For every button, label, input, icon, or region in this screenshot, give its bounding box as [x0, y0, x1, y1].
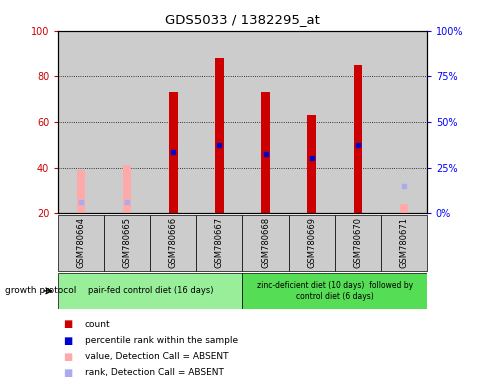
- Bar: [334, 31, 380, 213]
- Text: pair-fed control diet (16 days): pair-fed control diet (16 days): [88, 286, 212, 295]
- Bar: [380, 31, 426, 213]
- Bar: [169, 92, 177, 213]
- Text: ■: ■: [63, 368, 72, 378]
- Text: GSM780667: GSM780667: [214, 217, 224, 268]
- Bar: [242, 215, 288, 271]
- Text: value, Detection Call = ABSENT: value, Detection Call = ABSENT: [85, 352, 228, 361]
- Bar: [353, 65, 361, 213]
- Bar: [150, 31, 196, 213]
- Bar: [242, 273, 426, 309]
- Text: rank, Detection Call = ABSENT: rank, Detection Call = ABSENT: [85, 368, 223, 377]
- Bar: [215, 58, 223, 213]
- Bar: [261, 92, 269, 213]
- Text: GSM780665: GSM780665: [122, 217, 132, 268]
- Text: ■: ■: [63, 319, 72, 329]
- Text: GSM780670: GSM780670: [352, 217, 362, 268]
- Bar: [150, 215, 196, 271]
- Bar: [196, 31, 242, 213]
- Bar: [242, 31, 288, 213]
- Bar: [288, 31, 334, 213]
- Bar: [77, 170, 85, 213]
- Text: ■: ■: [63, 336, 72, 346]
- Bar: [58, 31, 104, 213]
- Text: growth protocol: growth protocol: [5, 286, 76, 295]
- Bar: [104, 31, 150, 213]
- Bar: [58, 273, 242, 309]
- Text: GSM780666: GSM780666: [168, 217, 178, 268]
- Bar: [104, 215, 150, 271]
- Bar: [58, 215, 104, 271]
- Text: count: count: [85, 320, 110, 329]
- Text: GSM780664: GSM780664: [76, 217, 86, 268]
- Text: GSM780669: GSM780669: [306, 217, 316, 268]
- Bar: [380, 215, 426, 271]
- Bar: [288, 215, 334, 271]
- Bar: [307, 115, 315, 213]
- Text: ■: ■: [63, 352, 72, 362]
- Text: GDS5033 / 1382295_at: GDS5033 / 1382295_at: [165, 13, 319, 26]
- Bar: [196, 215, 242, 271]
- Text: zinc-deficient diet (10 days)  followed by
control diet (6 days): zinc-deficient diet (10 days) followed b…: [256, 281, 412, 301]
- Text: percentile rank within the sample: percentile rank within the sample: [85, 336, 238, 345]
- Text: GSM780668: GSM780668: [260, 217, 270, 268]
- Bar: [123, 165, 131, 213]
- Bar: [334, 215, 380, 271]
- Text: GSM780671: GSM780671: [398, 217, 408, 268]
- Bar: [399, 204, 407, 213]
